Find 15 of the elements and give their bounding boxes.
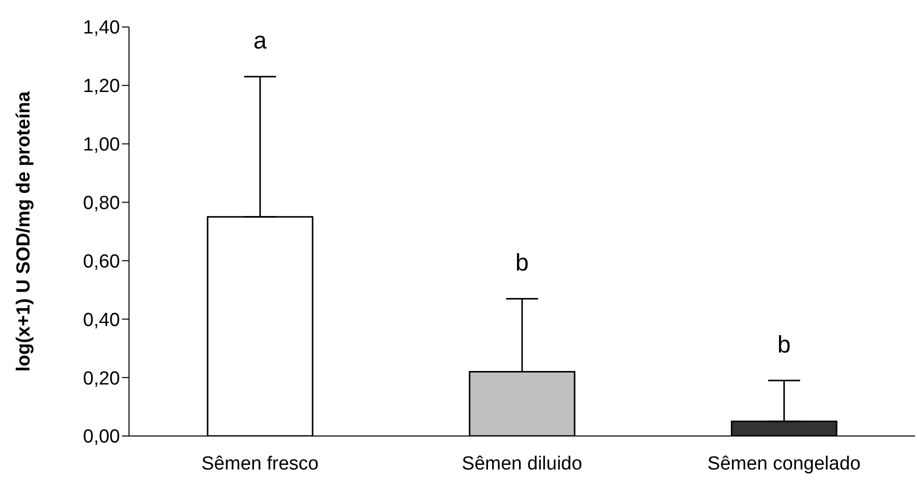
y-tick-label: 0,80 — [83, 193, 120, 214]
y-tick-label: 0,20 — [83, 368, 120, 390]
y-tick-label: 0,40 — [83, 310, 120, 331]
y-tick-label: 1,00 — [83, 134, 120, 156]
y-tick-label: 1,20 — [83, 76, 120, 98]
y-axis-title: log(x+1) U SOD/mg de proteína — [14, 90, 34, 372]
x-tick-label: Sêmen diluido — [462, 453, 582, 474]
annotation: a — [253, 28, 268, 55]
y-tick-label: 0,60 — [83, 251, 120, 272]
annotation: b — [515, 250, 529, 277]
x-tick-label: Sêmen congelado — [707, 453, 861, 474]
y-tick-label: 1,40 — [83, 18, 120, 39]
x-tick-label: Sêmen fresco — [201, 453, 319, 474]
annotation: b — [777, 331, 791, 358]
y-tick-label: 0,00 — [83, 426, 120, 448]
